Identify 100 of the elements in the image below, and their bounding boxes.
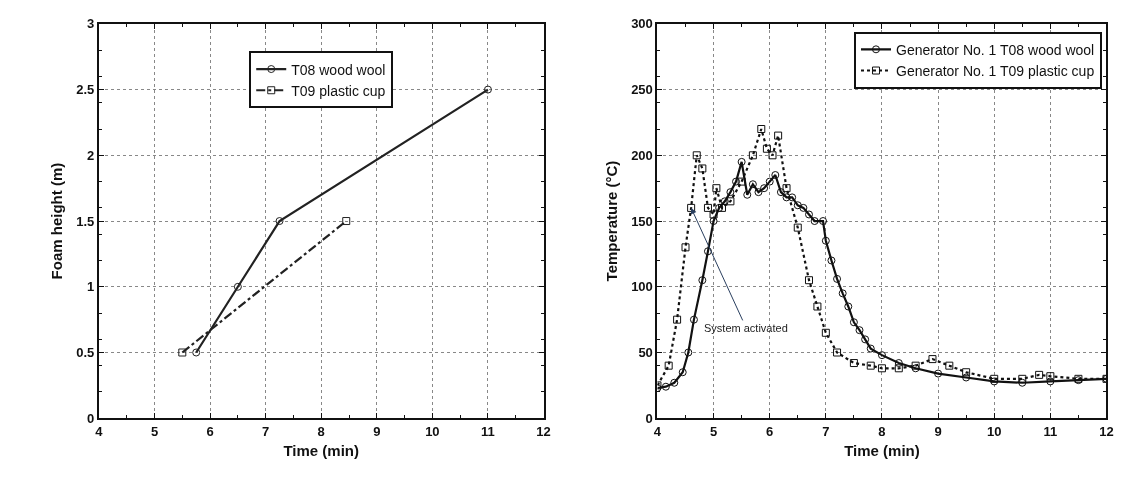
- point: [833, 348, 842, 357]
- point: [737, 157, 746, 166]
- point: [819, 217, 828, 226]
- y-axis-title: Temperature (°C): [602, 160, 620, 282]
- point: [799, 203, 808, 212]
- legend-label: Generator No. 1 T08 wood wool: [895, 41, 1095, 58]
- x-tick-label: 8: [878, 423, 886, 439]
- y-tick-label: 2.5: [76, 82, 95, 98]
- point: [720, 197, 729, 206]
- point: [945, 361, 954, 370]
- point: [771, 171, 780, 180]
- x-tick-label: 10: [986, 423, 1002, 439]
- point: [810, 217, 819, 226]
- point: [712, 184, 721, 193]
- point: [483, 85, 492, 94]
- x-tick-label: 12: [536, 423, 551, 439]
- point: [827, 256, 836, 265]
- point: [715, 203, 724, 212]
- point: [894, 364, 903, 373]
- x-tick-label: 4: [95, 423, 104, 439]
- point: [692, 151, 701, 160]
- point: [726, 188, 735, 197]
- point: [821, 328, 830, 337]
- y-tick-label: 150: [631, 213, 653, 229]
- point: [192, 348, 201, 357]
- point: [703, 247, 712, 256]
- point: [776, 188, 785, 197]
- x-tick-label: 6: [206, 423, 214, 439]
- x-axis-title: Time (min): [283, 442, 360, 460]
- y-tick-label: 2: [87, 147, 95, 163]
- point: [1035, 370, 1044, 379]
- point: [793, 201, 802, 210]
- point: [754, 188, 763, 197]
- point: [990, 374, 999, 383]
- x-tick-label: 5: [709, 423, 718, 439]
- point: [748, 151, 757, 160]
- point: [1046, 372, 1055, 381]
- point: [805, 210, 813, 219]
- point: [877, 364, 886, 373]
- point: [866, 361, 875, 370]
- point: [768, 151, 777, 160]
- y-tick-label: 50: [638, 345, 653, 361]
- y-tick-label: 100: [631, 279, 653, 295]
- x-tick-label: 6: [766, 423, 774, 439]
- x-tick-label: 10: [425, 423, 440, 439]
- y-tick-label: 1.5: [76, 213, 95, 229]
- y-tick-label: 3: [87, 16, 95, 32]
- point: [275, 217, 284, 226]
- point: [782, 193, 791, 202]
- x-tick-label: 7: [262, 423, 270, 439]
- point: [813, 302, 822, 311]
- y-tick-label: 0: [645, 410, 653, 426]
- point: [821, 236, 830, 245]
- point: [765, 177, 774, 186]
- y-tick-label: 1: [87, 279, 95, 295]
- point: [689, 315, 698, 324]
- y-tick-label: 0: [87, 410, 95, 426]
- point: [1046, 377, 1055, 386]
- point: [726, 197, 735, 206]
- point: [718, 203, 726, 212]
- point: [1018, 378, 1027, 387]
- point: [681, 243, 690, 252]
- point: [962, 368, 971, 377]
- point: [866, 344, 875, 353]
- point: [684, 348, 693, 357]
- point: [709, 217, 718, 226]
- legend-label: T09 plastic cup: [291, 82, 386, 99]
- point: [670, 378, 679, 387]
- point: [849, 359, 858, 368]
- point: [732, 177, 741, 186]
- point: [934, 369, 943, 378]
- point: [698, 164, 707, 173]
- point: [748, 180, 757, 189]
- point: [709, 210, 718, 219]
- point: [774, 131, 783, 140]
- point: [788, 193, 797, 202]
- point: [877, 351, 886, 360]
- point: [703, 203, 712, 212]
- point: [762, 144, 771, 153]
- x-tick-label: 4: [653, 423, 662, 439]
- y-tick-label: 200: [631, 147, 653, 163]
- point: [664, 361, 673, 370]
- point: [833, 274, 842, 283]
- point: [1018, 374, 1027, 383]
- point: [911, 361, 920, 370]
- point: [782, 184, 791, 193]
- point: [661, 382, 670, 391]
- x-tick-label: 9: [934, 423, 942, 439]
- legend-label: T08 wood wool: [291, 61, 386, 78]
- x-tick-label: 11: [1043, 423, 1058, 439]
- point: [894, 359, 903, 368]
- legend-label: Generator No. 1 T09 plastic cup: [895, 62, 1095, 79]
- point: [760, 184, 769, 193]
- point: [687, 203, 696, 212]
- point: [861, 335, 870, 344]
- x-tick-label: 5: [150, 423, 159, 439]
- y-tick-label: 0.5: [76, 345, 95, 361]
- point: [678, 368, 687, 377]
- x-tick-label: 9: [373, 423, 381, 439]
- point: [743, 190, 752, 199]
